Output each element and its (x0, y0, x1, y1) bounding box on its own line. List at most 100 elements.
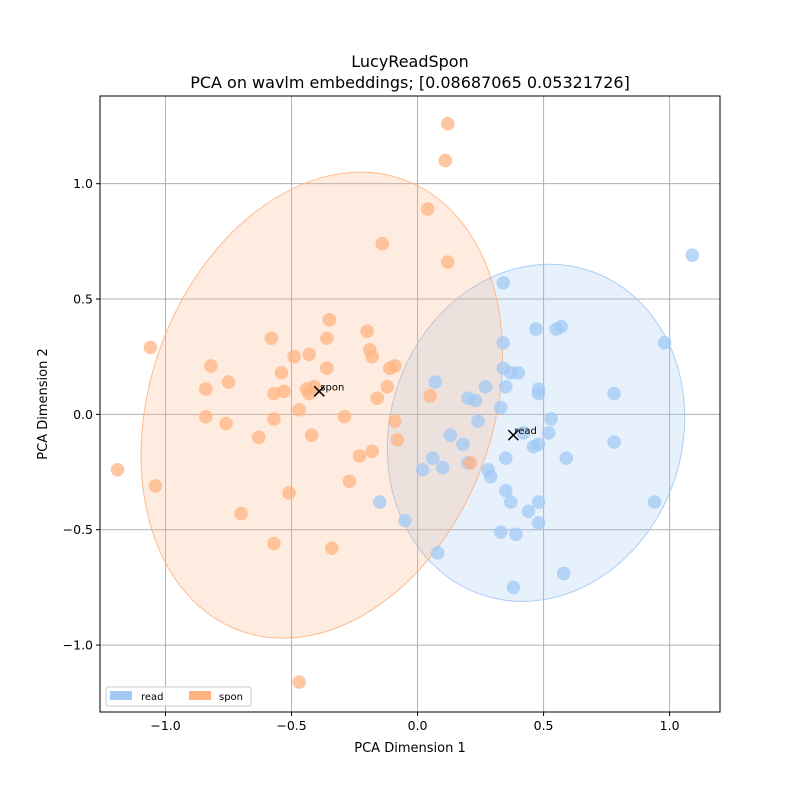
point-spon (221, 375, 236, 389)
centroid-spon (313, 385, 325, 397)
point-spon (199, 382, 213, 396)
point-read (372, 495, 387, 509)
point-read (498, 483, 513, 498)
legend-label-read: read (141, 692, 164, 703)
point-read (478, 379, 493, 394)
point-spon (390, 432, 405, 447)
point-spon (375, 236, 390, 251)
point-read (509, 527, 523, 542)
point-read (425, 451, 440, 466)
point-read (516, 426, 531, 440)
point-spon (302, 347, 316, 362)
y-tick-label: −1.0 (63, 638, 93, 653)
point-read (435, 460, 450, 475)
point-read (415, 462, 430, 477)
point-read (504, 495, 518, 509)
point-spon (463, 456, 478, 470)
y-tick-label: 0.5 (73, 292, 93, 307)
point-read (493, 525, 508, 539)
legend-swatch-read (110, 691, 132, 700)
point-spon (337, 409, 352, 424)
point-read (544, 412, 558, 426)
point-spon (274, 366, 289, 380)
x-tick-label: 0.5 (534, 718, 554, 733)
point-read (456, 437, 470, 452)
point-read (430, 546, 445, 560)
point-spon (441, 255, 455, 269)
point-read (531, 386, 546, 401)
point-spon (388, 414, 402, 429)
point-read (531, 437, 546, 452)
point-spon (282, 486, 296, 500)
point-spon (267, 412, 281, 426)
ellipse-read (386, 263, 686, 602)
point-spon (370, 391, 385, 406)
point-read (554, 319, 569, 334)
point-spon (219, 416, 233, 431)
point-spon (304, 428, 319, 442)
x-axis-ticks: −1.0 −0.5 0.0 0.5 1.0 (150, 712, 680, 733)
y-tick-label: −0.5 (63, 522, 93, 537)
point-spon (438, 153, 453, 168)
point-read (498, 379, 513, 394)
chart-subtitle: PCA on wavlm embeddings; [0.08687065 0.0… (190, 73, 630, 92)
point-read (498, 451, 513, 466)
point-spon (365, 444, 379, 459)
point-read (493, 400, 508, 415)
point-read (398, 513, 412, 528)
point-spon (251, 430, 266, 445)
point-spon (292, 402, 306, 417)
point-read (483, 469, 498, 484)
centroid-read (507, 429, 519, 441)
chart-title: LucyReadSpon (351, 52, 468, 71)
point-spon (267, 386, 281, 401)
point-spon (204, 359, 218, 373)
point-spon (383, 361, 397, 376)
point-read (541, 426, 556, 440)
x-tick-label: 1.0 (660, 718, 680, 733)
point-read (529, 322, 543, 336)
data-points (110, 116, 700, 689)
x-tick-label: −1.0 (150, 718, 180, 733)
point-read (556, 566, 571, 581)
point-spon (302, 386, 316, 401)
y-tick-label: 0.0 (73, 407, 93, 422)
ellipse-spon (140, 171, 504, 639)
point-read (428, 375, 443, 389)
point-read (657, 336, 672, 350)
point-spon (360, 324, 374, 339)
point-spon (365, 349, 379, 364)
point-read (531, 495, 546, 509)
x-axis-label: PCA Dimension 1 (354, 741, 465, 756)
confidence-ellipses (140, 171, 686, 639)
y-tick-label: 1.0 (73, 176, 93, 191)
point-spon (234, 506, 248, 521)
point-read (607, 386, 621, 401)
point-read (685, 248, 700, 262)
point-spon (148, 479, 163, 493)
point-spon (441, 116, 455, 131)
point-read (468, 393, 483, 408)
point-spon (420, 202, 435, 216)
point-spon (264, 331, 279, 346)
point-spon (292, 675, 306, 689)
point-read (443, 428, 458, 442)
point-spon (380, 379, 395, 394)
point-spon (287, 349, 301, 364)
point-spon (199, 409, 213, 424)
centroid-markers: read spon (313, 382, 537, 441)
legend: read spon (105, 686, 252, 707)
point-spon (267, 536, 281, 551)
centroid-label-spon: spon (320, 382, 344, 393)
x-tick-label: −0.5 (276, 718, 306, 733)
y-axis-label: PCA Dimension 2 (36, 348, 51, 459)
point-read (496, 276, 511, 290)
point-read (506, 580, 521, 595)
y-axis-ticks: −1.0 −0.5 0.0 0.5 1.0 (63, 176, 100, 653)
point-spon (143, 340, 158, 355)
point-read (511, 366, 526, 380)
point-spon (110, 462, 125, 477)
point-spon (320, 361, 334, 376)
